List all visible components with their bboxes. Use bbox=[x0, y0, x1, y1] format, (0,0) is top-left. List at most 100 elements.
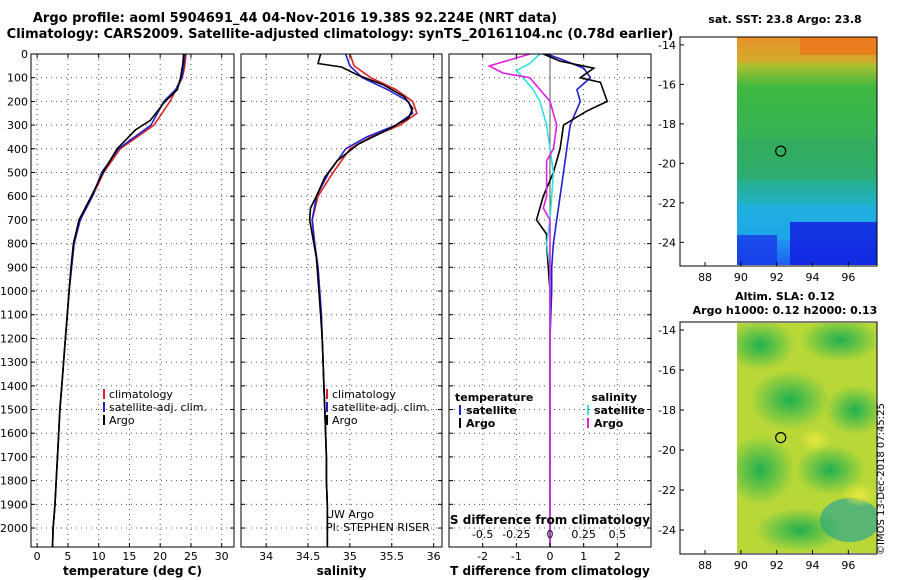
difference-x-tick-label: 2 bbox=[614, 550, 621, 563]
sst-profile-marker bbox=[775, 145, 787, 157]
figure-title-line2: Climatology: CARS2009. Satellite-adjuste… bbox=[6, 27, 674, 42]
pressure-tick-label: 1600 bbox=[0, 427, 28, 440]
temperature-xlabel: temperature (deg C) bbox=[63, 564, 202, 578]
pressure-tick-label: 1300 bbox=[0, 356, 28, 369]
diff-s-tick-label: 0 bbox=[547, 528, 554, 541]
temperature-axes-frame bbox=[30, 53, 235, 548]
pressure-tick-label: 1700 bbox=[0, 451, 28, 464]
sla-profile-marker bbox=[775, 432, 787, 444]
temperature-x-tick-label: 25 bbox=[184, 550, 198, 563]
diff-legend-temperature-label: Argo bbox=[466, 417, 496, 430]
diff-legend-salinity-label: Argo bbox=[594, 417, 624, 430]
sla-map-subtitle: Argo h1000: 0.12 h2000: 0.13 bbox=[692, 304, 878, 317]
pressure-tick-label: 100 bbox=[7, 72, 28, 85]
sst-lat-tick-label: -22 bbox=[658, 197, 676, 210]
diff-legend-temperature-title: temperature bbox=[455, 391, 533, 404]
sla-lat-tick-label: -24 bbox=[658, 524, 676, 537]
sla-lon-tick-label: 96 bbox=[841, 559, 855, 572]
pressure-tick-label: 1800 bbox=[0, 475, 28, 488]
sst-lon-tick-label: 88 bbox=[698, 271, 712, 284]
sst-map-image bbox=[737, 37, 877, 265]
sla-lat-tick-label: -16 bbox=[658, 364, 676, 377]
diff-s-tick-label: 0.25 bbox=[571, 528, 596, 541]
pressure-tick-label: 1400 bbox=[0, 380, 28, 393]
diff-legend-salinity-title: salinity bbox=[591, 391, 637, 404]
temperature-x-tick-label: 10 bbox=[92, 550, 106, 563]
temperature-x-tick-label: 0 bbox=[34, 550, 41, 563]
sst-lat-tick-label: -16 bbox=[658, 78, 676, 91]
pressure-tick-label: 1000 bbox=[0, 285, 28, 298]
salinity-x-tick-label: 35.5 bbox=[380, 550, 405, 563]
pressure-tick-label: 900 bbox=[7, 261, 28, 274]
sst-lat-tick-label: -24 bbox=[658, 236, 676, 249]
difference-series-s-satellite bbox=[514, 53, 555, 547]
sla-lat-tick-label: -22 bbox=[658, 484, 676, 497]
temperature-x-tick-label: 30 bbox=[215, 550, 229, 563]
temperature-x-tick-label: 20 bbox=[153, 550, 167, 563]
diff-s-tick-label: -0.5 bbox=[472, 528, 493, 541]
sla-lon-tick-label: 92 bbox=[770, 559, 784, 572]
sst-lon-tick-label: 96 bbox=[841, 271, 855, 284]
salinity-axes-frame bbox=[240, 53, 443, 548]
sst-map-title: sat. SST: 23.8 Argo: 23.8 bbox=[708, 13, 862, 26]
pressure-tick-label: 1500 bbox=[0, 404, 28, 417]
salinity-xlabel: salinity bbox=[317, 564, 367, 578]
sst-lat-tick-label: -18 bbox=[658, 118, 676, 131]
temperature-legend-label: Argo bbox=[109, 414, 135, 427]
pressure-tick-label: 400 bbox=[7, 143, 28, 156]
diff-legend-temperature-label: satellite bbox=[466, 404, 517, 417]
salinity-series-satellite-adj-clim- bbox=[311, 53, 414, 547]
salinity-legend-label: satellite-adj. clim. bbox=[332, 401, 430, 414]
temperature-series-argo bbox=[51, 53, 185, 548]
pressure-tick-label: 1100 bbox=[0, 309, 28, 322]
diff-secondary-xlabel: S difference from climatology bbox=[450, 513, 650, 527]
pressure-tick-label: 1200 bbox=[0, 332, 28, 345]
temperature-legend-label: climatology bbox=[109, 388, 173, 401]
sla-lon-tick-label: 94 bbox=[806, 559, 820, 572]
salinity-series-argo bbox=[308, 53, 414, 547]
sla-map-image bbox=[737, 323, 877, 553]
diff-legend-salinity-label: satellite bbox=[594, 404, 645, 417]
temperature-x-tick-label: 5 bbox=[64, 550, 71, 563]
float-pi-label: PI: STEPHEN RISER bbox=[326, 521, 430, 534]
sst-map-frame bbox=[679, 36, 878, 267]
salinity-x-tick-label: 34.5 bbox=[296, 550, 321, 563]
salinity-x-tick-label: 34 bbox=[259, 550, 273, 563]
sst-lat-tick-label: -20 bbox=[658, 157, 676, 170]
pressure-tick-label: 300 bbox=[7, 119, 28, 132]
temperature-series-climatology bbox=[51, 53, 187, 548]
temperature-legend-label: satellite-adj. clim. bbox=[109, 401, 207, 414]
difference-series-s-argo bbox=[487, 53, 558, 547]
difference-series-t-satellite bbox=[546, 53, 592, 547]
pressure-tick-label: 0 bbox=[21, 48, 28, 61]
salinity-x-tick-label: 36 bbox=[427, 550, 441, 563]
imos-timestamp: ©IMOS 13-Dec-2018 07:45:25 bbox=[876, 403, 887, 555]
sla-lat-tick-label: -14 bbox=[658, 324, 676, 337]
pressure-tick-label: 200 bbox=[7, 95, 28, 108]
pressure-tick-label: 2000 bbox=[0, 522, 28, 535]
salinity-legend-label: climatology bbox=[332, 388, 396, 401]
sst-lon-tick-label: 90 bbox=[734, 271, 748, 284]
pressure-tick-label: 1900 bbox=[0, 498, 28, 511]
salinity-series-climatology bbox=[311, 53, 418, 547]
difference-xlabel: T difference from climatology bbox=[450, 564, 650, 578]
pressure-tick-label: 700 bbox=[7, 214, 28, 227]
pressure-tick-label: 800 bbox=[7, 238, 28, 251]
sst-lon-tick-label: 94 bbox=[806, 271, 820, 284]
salinity-legend-label: Argo bbox=[332, 414, 358, 427]
temperature-series-satellite-adj-clim- bbox=[51, 53, 186, 548]
temperature-x-tick-label: 15 bbox=[122, 550, 136, 563]
salinity-x-tick-label: 35 bbox=[343, 550, 357, 563]
sla-lat-tick-label: -20 bbox=[658, 444, 676, 457]
float-owner-label: UW Argo bbox=[326, 508, 374, 521]
difference-x-tick-label: -2 bbox=[477, 550, 488, 563]
pressure-tick-label: 600 bbox=[7, 190, 28, 203]
diff-s-tick-label: 0.5 bbox=[609, 528, 627, 541]
diff-s-tick-label: -0.25 bbox=[502, 528, 530, 541]
sla-lon-tick-label: 88 bbox=[698, 559, 712, 572]
difference-x-tick-label: -1 bbox=[511, 550, 522, 563]
difference-x-tick-label: 1 bbox=[580, 550, 587, 563]
sst-lon-tick-label: 92 bbox=[770, 271, 784, 284]
sla-lon-tick-label: 90 bbox=[734, 559, 748, 572]
